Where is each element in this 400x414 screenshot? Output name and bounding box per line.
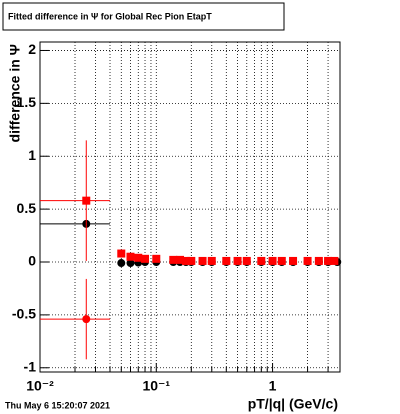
- marker: [303, 256, 312, 265]
- y-tick-label: 0: [28, 253, 36, 269]
- marker: [134, 253, 143, 262]
- y-tick-label: 1: [28, 147, 36, 163]
- marker: [176, 255, 185, 264]
- marker: [257, 256, 266, 265]
- marker: [82, 315, 91, 324]
- marker: [126, 259, 135, 268]
- title-box: [2, 2, 285, 31]
- marker: [289, 256, 298, 265]
- marker: [141, 254, 150, 263]
- marker: [268, 256, 277, 265]
- marker: [277, 256, 286, 265]
- marker: [169, 255, 178, 264]
- chart-title: Fitted difference in Ψ for Global Rec Pi…: [8, 11, 212, 21]
- marker: [330, 256, 339, 265]
- marker: [117, 249, 126, 258]
- marker: [207, 256, 216, 265]
- marker: [314, 256, 323, 265]
- y-tick-label: 1.5: [17, 94, 37, 110]
- x-tick-label: 1: [269, 378, 277, 394]
- x-axis-label: pT/|q| (GeV/c): [248, 396, 338, 412]
- x-tick-label: 10⁻²: [26, 378, 54, 394]
- marker: [198, 256, 207, 265]
- marker: [82, 196, 91, 205]
- marker: [126, 252, 135, 261]
- footer: Thu May 6 15:20:07 2021: [5, 400, 110, 410]
- marker: [233, 256, 242, 265]
- marker: [242, 256, 251, 265]
- y-tick-label: -0.5: [12, 306, 36, 322]
- y-axis-label: difference in Ψ: [7, 44, 23, 142]
- marker: [222, 256, 231, 265]
- marker: [187, 256, 196, 265]
- y-tick-label: -1: [24, 358, 37, 374]
- marker: [152, 254, 161, 263]
- x-tick-label: 10⁻¹: [142, 378, 170, 394]
- marker: [181, 256, 190, 265]
- y-tick-label: 0.5: [17, 200, 37, 216]
- marker: [117, 259, 126, 268]
- plot-frame: [39, 41, 341, 373]
- y-tick-label: 2: [28, 41, 36, 57]
- marker: [324, 256, 333, 265]
